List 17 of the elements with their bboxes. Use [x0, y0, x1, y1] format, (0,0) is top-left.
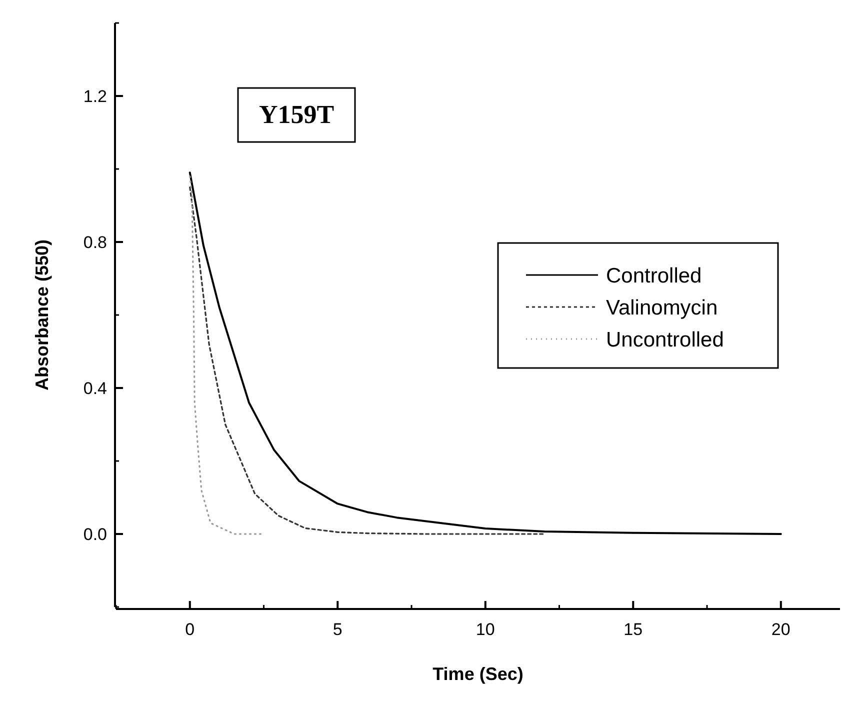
- y-tick-label: 0.0: [83, 524, 107, 544]
- x-tick-label: 20: [771, 620, 790, 639]
- y-tick-label: 1.2: [83, 86, 107, 106]
- y-axis-title: Absorbance (550): [32, 239, 52, 391]
- x-axis-title: Time (Sec): [432, 664, 524, 684]
- x-tick-label: 15: [624, 620, 643, 639]
- y-tick-label: 0.8: [83, 232, 107, 252]
- legend-label: Uncontrolled: [606, 328, 724, 352]
- legend-label: Controlled: [606, 264, 702, 288]
- legend-label: Valinomycin: [606, 296, 718, 320]
- line-series: [189, 186, 546, 535]
- x-tick-label: 10: [476, 620, 495, 639]
- annotation: Y159T: [258, 100, 334, 129]
- line-series: [188, 172, 782, 535]
- x-tick-label: 0: [185, 620, 195, 639]
- x-tick-label: 5: [332, 620, 342, 639]
- y-tick-label: 0.4: [83, 378, 107, 398]
